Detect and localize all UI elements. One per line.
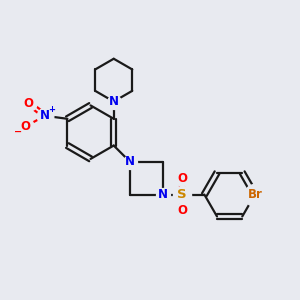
- Text: N: N: [109, 95, 119, 108]
- Text: O: O: [177, 204, 187, 218]
- Text: O: O: [21, 120, 31, 133]
- Text: N: N: [125, 155, 135, 168]
- Text: O: O: [24, 97, 34, 110]
- Text: N: N: [40, 109, 50, 122]
- Text: +: +: [48, 105, 55, 114]
- Text: S: S: [177, 188, 187, 201]
- Text: Br: Br: [248, 188, 262, 201]
- Text: −: −: [14, 127, 22, 136]
- Text: N: N: [158, 188, 168, 201]
- Text: O: O: [177, 172, 187, 185]
